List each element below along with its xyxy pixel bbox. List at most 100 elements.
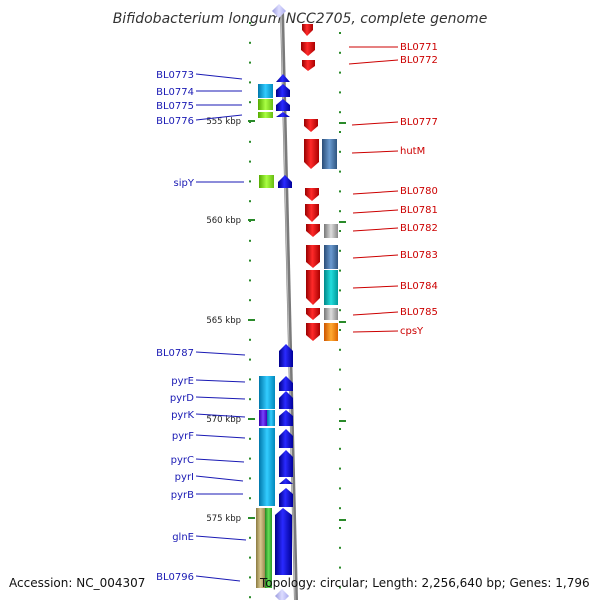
gene-label-leader <box>195 379 246 383</box>
scale-dot <box>339 348 341 351</box>
scale-dot <box>249 160 251 163</box>
gene-category-block[interactable] <box>258 112 273 118</box>
gene-label[interactable]: BL0774 <box>156 87 194 98</box>
gene-label[interactable]: BL0785 <box>400 307 438 318</box>
gene-label[interactable]: BL0771 <box>400 42 438 53</box>
gene-arrow[interactable] <box>279 488 293 507</box>
gene-label[interactable]: pyrF <box>172 431 194 442</box>
gene-category-block[interactable] <box>324 224 338 238</box>
scale-dot <box>249 61 251 64</box>
scale-dot <box>339 408 341 411</box>
gene-arrow[interactable] <box>304 119 318 132</box>
scale-dot <box>249 299 251 302</box>
gene-label[interactable]: BL0781 <box>400 205 438 216</box>
ruler-tick <box>339 420 346 422</box>
gene-arrow[interactable] <box>276 84 290 97</box>
gene-label[interactable]: pyrK <box>171 410 194 421</box>
gene-category-block[interactable] <box>324 308 338 320</box>
gene-arrow[interactable] <box>279 410 293 426</box>
gene-arrow[interactable] <box>306 270 320 305</box>
gene-arrow[interactable] <box>306 224 320 237</box>
gene-arrow[interactable] <box>306 323 320 341</box>
gene-arrow[interactable] <box>279 450 293 477</box>
scale-dot <box>249 398 251 401</box>
gene-arrow[interactable] <box>306 308 320 320</box>
gene-arrow[interactable] <box>306 245 320 268</box>
gene-label[interactable]: BL0782 <box>400 223 438 234</box>
scale-dot <box>339 230 341 232</box>
forward-gene-labels: BL0773 BL0774 BL0775 BL0776 sipY BL0787 pyrE py… <box>156 70 247 583</box>
forward-strand-track <box>275 74 293 575</box>
scale-dot <box>339 309 341 312</box>
scale-dot <box>339 170 341 173</box>
gene-category-block[interactable] <box>267 410 275 426</box>
gene-label-leader <box>195 575 241 582</box>
scale-dot <box>339 51 341 54</box>
gene-arrow[interactable] <box>304 139 319 169</box>
ruler-tick <box>339 519 346 521</box>
scale-dot <box>339 428 341 430</box>
gene-arrow[interactable] <box>279 391 293 409</box>
gene-category-block[interactable] <box>259 376 275 409</box>
gene-arrow[interactable] <box>275 508 292 575</box>
gene-category-block[interactable] <box>256 508 265 588</box>
gene-category-block[interactable] <box>259 428 275 506</box>
gene-category-block[interactable] <box>265 508 272 588</box>
scale-dot <box>339 32 341 34</box>
scale-dot <box>249 81 251 84</box>
scale-dot <box>249 239 251 242</box>
gene-label[interactable]: BL0775 <box>156 101 194 112</box>
scale-dot <box>249 378 251 381</box>
gene-label[interactable]: BL0777 <box>400 117 438 128</box>
gene-label[interactable]: BL0780 <box>400 186 438 197</box>
gene-arrow[interactable] <box>305 188 319 201</box>
gene-label[interactable]: pyrE <box>171 376 194 387</box>
reverse-category-track <box>322 139 338 341</box>
gene-category-block[interactable] <box>258 99 273 110</box>
gene-label[interactable]: cpsY <box>400 326 424 337</box>
gene-arrow[interactable] <box>279 429 293 448</box>
gene-arrow[interactable] <box>276 112 290 117</box>
gene-category-block[interactable] <box>258 84 273 98</box>
gene-arrow[interactable] <box>279 478 293 484</box>
gene-label[interactable]: BL0776 <box>156 116 194 127</box>
gene-label[interactable]: hutM <box>400 146 425 157</box>
gene-arrow[interactable] <box>301 42 315 56</box>
ruler-label: 565 kbp <box>206 316 241 326</box>
gene-arrow[interactable] <box>279 344 293 367</box>
gene-label[interactable]: sipY <box>174 178 195 189</box>
gene-category-block[interactable] <box>324 245 338 269</box>
gene-label[interactable]: pyrB <box>171 490 194 501</box>
ruler-tick <box>339 321 346 323</box>
gene-label[interactable]: BL0787 <box>156 348 194 359</box>
gene-category-block[interactable] <box>322 139 337 169</box>
ruler-label: 560 kbp <box>206 216 241 226</box>
gene-label-leader <box>351 121 399 126</box>
gene-label[interactable]: BL0772 <box>400 55 438 66</box>
gene-label[interactable]: BL0783 <box>400 250 438 261</box>
scale-dot <box>249 576 251 579</box>
gene-label[interactable]: glnE <box>172 532 194 543</box>
gene-arrow[interactable] <box>302 60 315 71</box>
gene-arrow[interactable] <box>276 74 290 82</box>
gene-label[interactable]: BL0796 <box>156 572 194 583</box>
gene-category-block[interactable] <box>324 323 338 341</box>
scale-dot <box>249 22 251 24</box>
gene-arrow[interactable] <box>302 24 313 36</box>
gene-arrow[interactable] <box>278 175 292 188</box>
gene-arrow[interactable] <box>276 99 290 111</box>
gene-label[interactable]: BL0784 <box>400 281 438 292</box>
gene-label[interactable]: pyrC <box>171 455 194 466</box>
gene-arrow[interactable] <box>279 376 293 391</box>
gene-label[interactable]: BL0773 <box>156 70 194 81</box>
gene-label-leader <box>195 413 246 418</box>
gene-category-block[interactable] <box>259 175 274 188</box>
gene-label[interactable]: pyrD <box>170 393 194 404</box>
gene-category-block[interactable] <box>324 270 338 305</box>
ruler-label: 555 kbp <box>206 117 241 127</box>
gene-label-leader <box>352 311 399 316</box>
gene-label[interactable]: pyrI <box>175 472 194 483</box>
gene-arrow[interactable] <box>305 204 319 222</box>
gene-category-block[interactable] <box>259 410 267 426</box>
